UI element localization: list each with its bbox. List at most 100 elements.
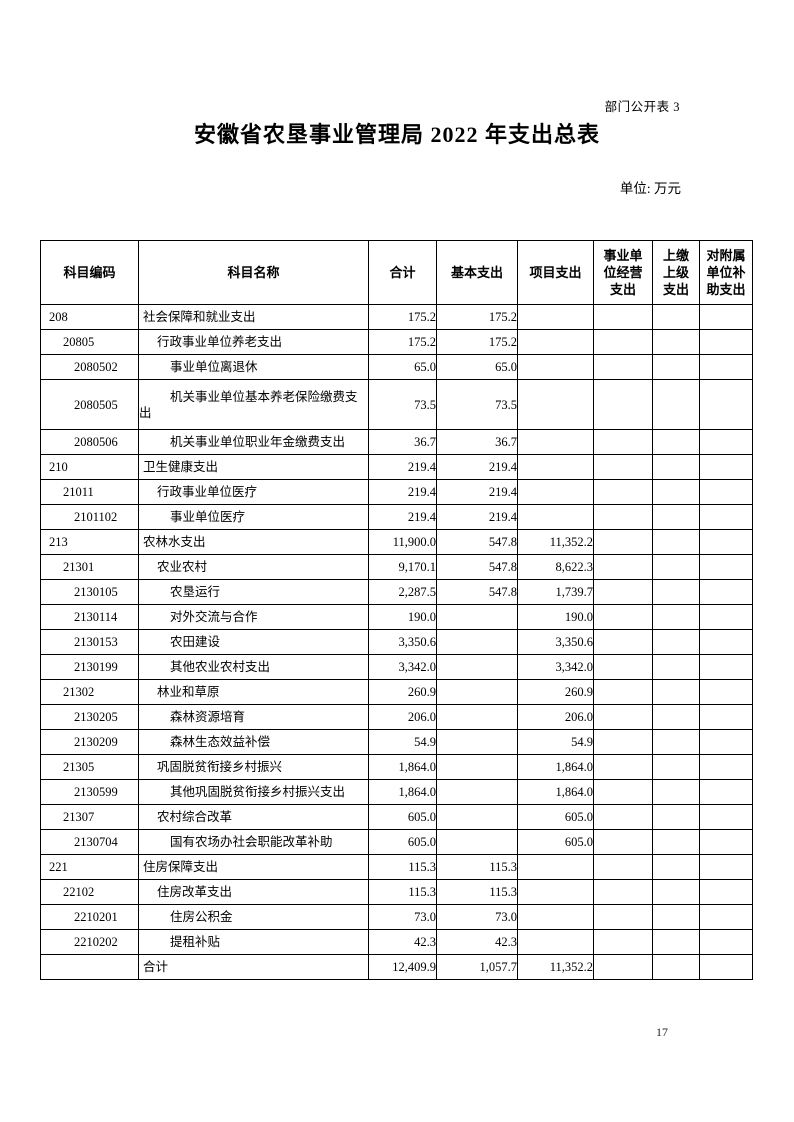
upper-cell bbox=[652, 729, 700, 755]
table-row: 213 农林水支出 11,900.0 547.8 11,352.2 bbox=[40, 529, 753, 555]
operating-cell bbox=[593, 429, 653, 455]
operating-cell bbox=[593, 554, 653, 580]
project-cell bbox=[517, 329, 594, 355]
name-cell: 其他农业农村支出 bbox=[138, 654, 369, 680]
table-row: 208 社会保障和就业支出 175.2 175.2 bbox=[40, 304, 753, 330]
subsidy-cell bbox=[699, 779, 753, 805]
code-cell: 210 bbox=[40, 454, 139, 480]
col-header-total: 合计 bbox=[368, 240, 437, 305]
basic-cell bbox=[436, 754, 518, 780]
table-row: 21307 农村综合改革 605.0 605.0 bbox=[40, 804, 753, 830]
total-cell: 65.0 bbox=[368, 354, 437, 380]
operating-cell bbox=[593, 629, 653, 655]
operating-cell bbox=[593, 754, 653, 780]
project-cell: 3,342.0 bbox=[517, 654, 594, 680]
upper-cell bbox=[652, 679, 700, 705]
project-cell bbox=[517, 929, 594, 955]
code-cell: 2101102 bbox=[40, 504, 139, 530]
project-cell bbox=[517, 504, 594, 530]
operating-cell bbox=[593, 479, 653, 505]
name-cell: 事业单位医疗 bbox=[138, 504, 369, 530]
operating-cell bbox=[593, 704, 653, 730]
subsidy-cell bbox=[699, 929, 753, 955]
upper-cell bbox=[652, 329, 700, 355]
name-cell: 合计 bbox=[138, 954, 369, 980]
subsidy-cell bbox=[699, 679, 753, 705]
project-cell: 1,864.0 bbox=[517, 779, 594, 805]
upper-cell bbox=[652, 479, 700, 505]
operating-cell bbox=[593, 929, 653, 955]
basic-cell: 36.7 bbox=[436, 429, 518, 455]
operating-cell bbox=[593, 654, 653, 680]
total-cell: 3,350.6 bbox=[368, 629, 437, 655]
basic-cell bbox=[436, 779, 518, 805]
basic-cell: 65.0 bbox=[436, 354, 518, 380]
upper-cell bbox=[652, 654, 700, 680]
project-cell: 206.0 bbox=[517, 704, 594, 730]
basic-cell: 175.2 bbox=[436, 329, 518, 355]
upper-cell bbox=[652, 529, 700, 555]
total-cell: 73.0 bbox=[368, 904, 437, 930]
code-cell: 2130599 bbox=[40, 779, 139, 805]
col-header-subject-code: 科目编码 bbox=[40, 240, 139, 305]
name-cell: 森林资源培育 bbox=[138, 704, 369, 730]
name-cell: 林业和草原 bbox=[138, 679, 369, 705]
doc-note: 部门公开表 3 bbox=[604, 100, 680, 114]
name-cell: 机关事业单位基本养老保险缴费支出 bbox=[138, 379, 369, 430]
project-cell: 1,739.7 bbox=[517, 579, 594, 605]
expenditure-table: 科目编码 科目名称 合计 基本支出 项目支出 事业单 位经营 支出 上缴 上级 … bbox=[40, 240, 753, 980]
subsidy-cell bbox=[699, 754, 753, 780]
project-cell: 11,352.2 bbox=[517, 529, 594, 555]
basic-cell: 1,057.7 bbox=[436, 954, 518, 980]
subsidy-cell bbox=[699, 704, 753, 730]
code-cell: 2130209 bbox=[40, 729, 139, 755]
operating-cell bbox=[593, 679, 653, 705]
project-cell: 8,622.3 bbox=[517, 554, 594, 580]
total-cell: 219.4 bbox=[368, 479, 437, 505]
total-cell: 115.3 bbox=[368, 854, 437, 880]
table-row: 2101102 事业单位医疗 219.4 219.4 bbox=[40, 504, 753, 530]
project-cell: 605.0 bbox=[517, 829, 594, 855]
upper-cell bbox=[652, 829, 700, 855]
basic-cell: 219.4 bbox=[436, 454, 518, 480]
project-cell: 190.0 bbox=[517, 604, 594, 630]
upper-cell bbox=[652, 954, 700, 980]
code-cell: 2130153 bbox=[40, 629, 139, 655]
name-cell: 机关事业单位职业年金缴费支出 bbox=[138, 429, 369, 455]
name-cell: 农垦运行 bbox=[138, 579, 369, 605]
code-cell: 2130105 bbox=[40, 579, 139, 605]
basic-cell: 547.8 bbox=[436, 554, 518, 580]
code-cell: 2130205 bbox=[40, 704, 139, 730]
operating-cell bbox=[593, 504, 653, 530]
project-cell bbox=[517, 479, 594, 505]
name-cell: 巩固脱贫衔接乡村振兴 bbox=[138, 754, 369, 780]
operating-cell bbox=[593, 304, 653, 330]
subsidy-cell bbox=[699, 629, 753, 655]
basic-cell: 547.8 bbox=[436, 579, 518, 605]
basic-cell bbox=[436, 604, 518, 630]
total-cell: 115.3 bbox=[368, 879, 437, 905]
upper-cell bbox=[652, 454, 700, 480]
operating-cell bbox=[593, 529, 653, 555]
total-cell: 36.7 bbox=[368, 429, 437, 455]
name-cell: 住房公积金 bbox=[138, 904, 369, 930]
basic-cell bbox=[436, 629, 518, 655]
project-cell bbox=[517, 354, 594, 380]
project-cell bbox=[517, 454, 594, 480]
table-row: 221 住房保障支出 115.3 115.3 bbox=[40, 854, 753, 880]
upper-cell bbox=[652, 904, 700, 930]
name-cell: 社会保障和就业支出 bbox=[138, 304, 369, 330]
code-cell: 2080502 bbox=[40, 354, 139, 380]
name-cell: 卫生健康支出 bbox=[138, 454, 369, 480]
table-row: 2130153 农田建设 3,350.6 3,350.6 bbox=[40, 629, 753, 655]
table-row: 210 卫生健康支出 219.4 219.4 bbox=[40, 454, 753, 480]
col-header-basic: 基本支出 bbox=[436, 240, 518, 305]
name-cell: 农村综合改革 bbox=[138, 804, 369, 830]
code-cell: 2080506 bbox=[40, 429, 139, 455]
operating-cell bbox=[593, 454, 653, 480]
subsidy-cell bbox=[699, 879, 753, 905]
name-cell: 对外交流与合作 bbox=[138, 604, 369, 630]
total-cell: 2,287.5 bbox=[368, 579, 437, 605]
basic-cell: 219.4 bbox=[436, 504, 518, 530]
table-row: 2130209 森林生态效益补偿 54.9 54.9 bbox=[40, 729, 753, 755]
